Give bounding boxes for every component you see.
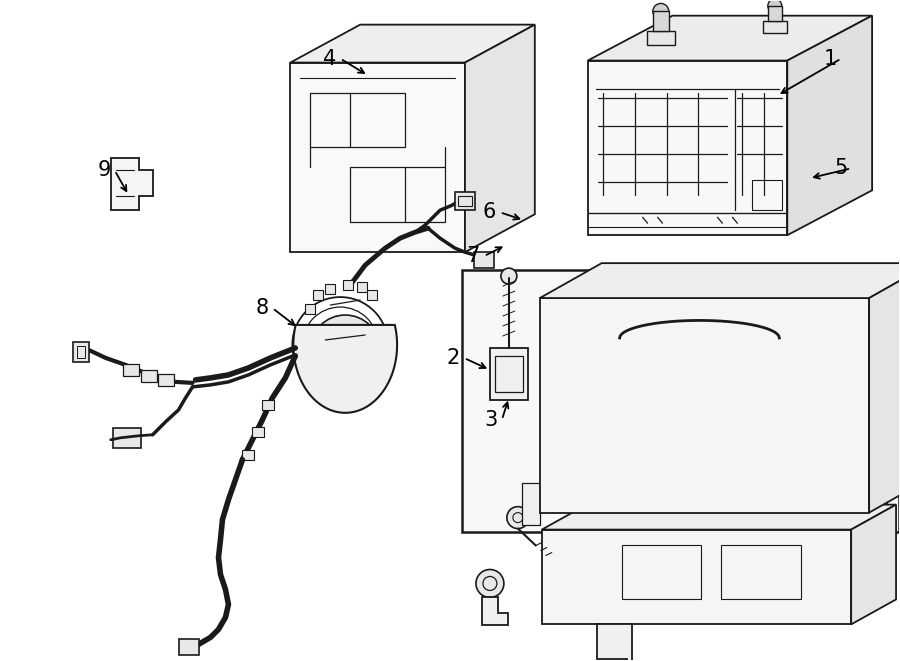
Polygon shape: [357, 282, 367, 292]
Circle shape: [476, 570, 504, 598]
Polygon shape: [122, 364, 139, 376]
Polygon shape: [73, 342, 89, 362]
Polygon shape: [158, 374, 174, 386]
Polygon shape: [869, 263, 900, 513]
Polygon shape: [111, 159, 153, 210]
Polygon shape: [242, 449, 255, 460]
Polygon shape: [325, 284, 335, 294]
Polygon shape: [588, 61, 788, 235]
Polygon shape: [588, 16, 872, 61]
Polygon shape: [112, 428, 140, 447]
Text: 4: 4: [323, 48, 337, 69]
Polygon shape: [869, 483, 887, 525]
Polygon shape: [768, 6, 782, 21]
Circle shape: [763, 21, 787, 45]
Polygon shape: [291, 63, 465, 252]
Text: 3: 3: [484, 410, 498, 430]
Polygon shape: [293, 325, 397, 412]
Polygon shape: [313, 290, 323, 300]
Polygon shape: [542, 529, 851, 625]
Polygon shape: [788, 16, 872, 235]
Polygon shape: [540, 263, 900, 298]
Circle shape: [768, 14, 782, 28]
Circle shape: [652, 23, 669, 40]
Polygon shape: [367, 290, 377, 300]
Text: 7: 7: [467, 246, 480, 266]
Text: 9: 9: [97, 161, 111, 180]
Polygon shape: [474, 252, 494, 268]
Polygon shape: [851, 504, 896, 625]
Polygon shape: [809, 513, 839, 537]
Text: 8: 8: [256, 298, 268, 318]
Polygon shape: [763, 21, 787, 33]
Polygon shape: [140, 370, 157, 382]
Polygon shape: [597, 625, 632, 661]
Circle shape: [310, 315, 380, 385]
Polygon shape: [178, 639, 199, 655]
Text: 1: 1: [824, 48, 837, 69]
Polygon shape: [263, 400, 274, 410]
Circle shape: [501, 268, 517, 284]
Text: 6: 6: [482, 202, 496, 222]
Polygon shape: [647, 31, 675, 46]
Circle shape: [647, 31, 675, 59]
Polygon shape: [540, 298, 869, 513]
Polygon shape: [570, 513, 599, 537]
Polygon shape: [465, 24, 535, 252]
Bar: [462, 270, 899, 531]
Polygon shape: [652, 11, 669, 31]
Polygon shape: [542, 504, 896, 529]
Polygon shape: [305, 304, 315, 314]
Polygon shape: [252, 427, 265, 437]
Polygon shape: [343, 280, 353, 290]
Circle shape: [652, 3, 669, 19]
Circle shape: [507, 506, 529, 529]
Polygon shape: [291, 24, 535, 63]
Polygon shape: [490, 348, 527, 400]
Polygon shape: [522, 483, 540, 525]
Text: 2: 2: [446, 348, 460, 368]
Text: 5: 5: [834, 159, 847, 178]
Polygon shape: [482, 598, 508, 625]
Circle shape: [768, 0, 782, 13]
Polygon shape: [455, 192, 475, 210]
